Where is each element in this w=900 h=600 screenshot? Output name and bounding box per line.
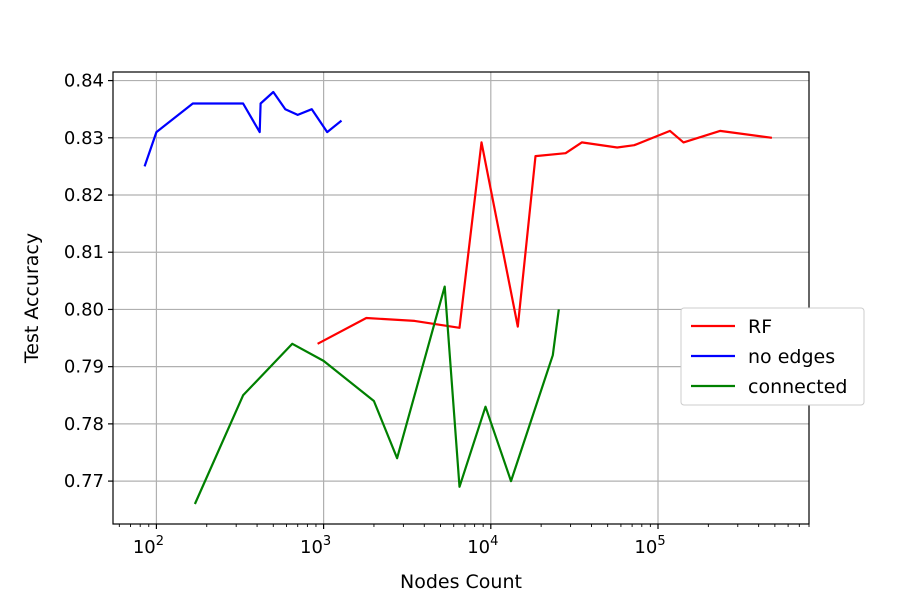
legend-label: connected bbox=[748, 376, 848, 398]
x-axis-label: Nodes Count bbox=[400, 571, 522, 593]
legend-label: no edges bbox=[748, 346, 835, 368]
plot-frame bbox=[112, 71, 810, 525]
y-tick-label: 0.79 bbox=[64, 357, 104, 378]
legend: RF no edges connected bbox=[680, 307, 865, 406]
series-line-no-edges bbox=[143, 90, 343, 167]
grid bbox=[113, 72, 809, 524]
y-axis-label: Test Accuracy bbox=[21, 233, 43, 364]
x-tick-label: 104 bbox=[467, 534, 498, 558]
legend-box bbox=[680, 307, 865, 406]
y-tick-label: 0.83 bbox=[64, 128, 104, 149]
y-tick-label: 0.78 bbox=[64, 414, 104, 435]
y-tick-label: 0.80 bbox=[64, 299, 104, 320]
x-ticks: 102 103 104 105 bbox=[118, 524, 810, 558]
series-line-rf bbox=[317, 129, 773, 345]
y-tick-label: 0.82 bbox=[64, 185, 104, 206]
y-tick-label: 0.81 bbox=[64, 242, 104, 263]
series-line-connected bbox=[193, 285, 560, 505]
x-tick-label: 105 bbox=[634, 534, 665, 558]
y-tick-label: 0.77 bbox=[64, 471, 104, 492]
y-ticks: 0.77 0.78 0.79 0.80 0.81 0.82 0.83 0.84 bbox=[64, 71, 113, 492]
legend-label: RF bbox=[748, 316, 772, 338]
series-lines bbox=[143, 90, 773, 505]
x-tick-label: 103 bbox=[300, 534, 331, 558]
x-tick-label: 102 bbox=[133, 534, 164, 558]
y-tick-label: 0.84 bbox=[64, 71, 104, 92]
